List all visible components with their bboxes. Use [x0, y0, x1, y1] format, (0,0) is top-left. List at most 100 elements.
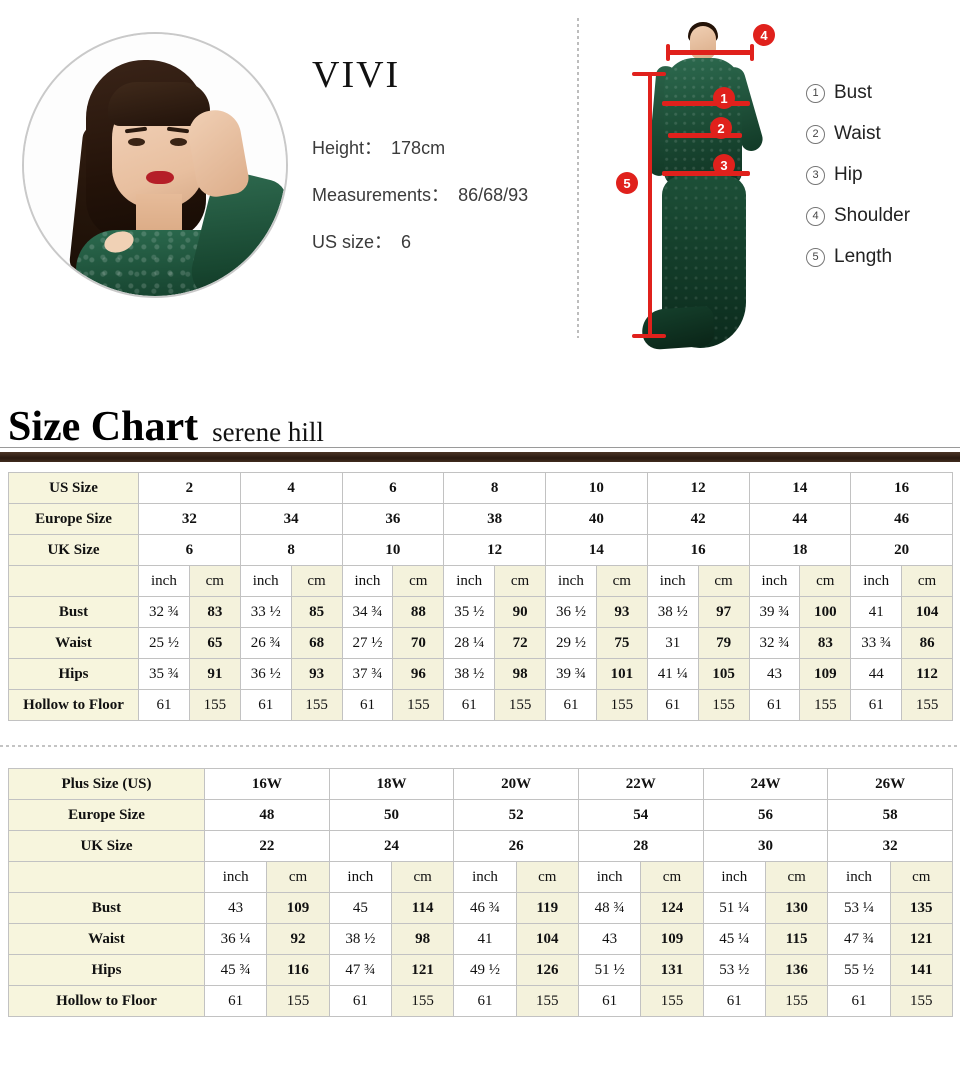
cell-hips-cm-4: 136	[764, 954, 829, 986]
cell-uk-size-6: 18	[748, 534, 852, 566]
cell-waist-inch-6: 32 ¾	[748, 627, 801, 659]
cell-hollow-to-floor-cm-6: 155	[799, 689, 852, 721]
row-label-europe-size: Europe Size	[8, 503, 139, 535]
table-row-hollow-to-floor: Hollow to Floor 61 155 61 155 61 155 61 155 61 155…	[8, 985, 953, 1017]
legend-label-waist: Waist	[834, 123, 881, 144]
page-title: Size Chart	[8, 404, 199, 450]
cell-unit-cm-4: cm	[595, 565, 648, 597]
lips-shape	[146, 171, 174, 184]
cell-hollow-to-floor-inch-1: 61	[328, 985, 392, 1017]
table-row-waist: Waist 36 ¼ 92 38 ½ 98 41 104 43 109 45 ¼ 115 47 ¾ 12…	[8, 923, 953, 955]
cell-waist-cm-0: 92	[266, 923, 330, 955]
cell-hips-cm-1: 93	[290, 658, 343, 690]
cell-uk-size-2: 26	[453, 830, 579, 862]
cell-hollow-to-floor-inch-0: 61	[203, 985, 268, 1017]
model-measurements-row: Measurements： 86/68/93	[312, 181, 562, 207]
cell-bust-cm-2: 88	[392, 596, 445, 628]
cell-waist-cm-2: 70	[392, 627, 445, 659]
vertical-dotted-divider	[577, 18, 579, 338]
cell-uk-size-1: 8	[239, 534, 343, 566]
cell-unit-cm-2: cm	[515, 861, 579, 893]
cell-hips-inch-5: 55 ½	[827, 954, 891, 986]
standard-size-table-wrap: US Size 2 4 6 8 10 12 14 16 Europe Size 32 34 36 38 40…	[8, 472, 953, 721]
cell-hollow-to-floor-cm-0: 155	[188, 689, 241, 721]
row-label-uk-size: UK Size	[8, 534, 139, 566]
cell-unit-inch-2: inch	[341, 565, 394, 597]
hip-measure-line	[662, 171, 750, 176]
cell-waist-cm-6: 83	[799, 627, 852, 659]
cell-waist-cm-1: 68	[290, 627, 343, 659]
cell-unit-cm-1: cm	[390, 861, 455, 893]
cell-uk-size-0: 6	[138, 534, 241, 566]
legend-number-3: 3	[806, 165, 825, 185]
table-row-units: inch cm inch cm inch cm inch cm inch cm inch cm	[8, 861, 953, 893]
cell-unit-cm-5: cm	[889, 861, 953, 893]
legend-item-shoulder: 4 Shoulder	[806, 205, 910, 227]
cell-hips-inch-3: 51 ½	[577, 954, 642, 986]
row-label-europe-size: Europe Size	[8, 799, 205, 831]
cell-hips-cm-0: 116	[266, 954, 330, 986]
length-cap-bottom	[632, 334, 666, 338]
row-label-us-size: US Size	[8, 472, 139, 504]
cell-hollow-to-floor-inch-3: 61	[577, 985, 642, 1017]
badge-1-bust: 1	[713, 87, 735, 109]
cell-bust-inch-4: 51 ¼	[702, 892, 766, 924]
cell-europe-size-0: 32	[138, 503, 241, 535]
model-height-value: 178cm	[391, 138, 446, 158]
cell-bust-inch-5: 38 ½	[646, 596, 699, 628]
cell-europe-size-3: 38	[443, 503, 546, 535]
plus-size-table: Plus Size (US) 16W 18W 20W 22W 24W 26W Europe S…	[8, 768, 953, 1017]
cell-hollow-to-floor-inch-4: 61	[702, 985, 766, 1017]
cell-europe-size-7: 46	[850, 503, 953, 535]
badge-4-shoulder: 4	[753, 24, 775, 46]
table-row-uk-size: UK Size 6 8 10 12 14 16 18 20	[8, 534, 953, 566]
cell-waist-inch-4: 29 ½	[545, 627, 597, 659]
cell-unit-inch-1: inch	[328, 861, 392, 893]
cell-bust-inch-7: 41	[850, 596, 903, 628]
table-row-waist: Waist 25 ½ 65 26 ¾ 68 27 ½ 70 28 ¼ 72 29 ½ 75 31 79 3…	[8, 627, 953, 659]
legend-item-waist: 2 Waist	[806, 123, 910, 145]
cell-hips-cm-3: 98	[494, 658, 546, 690]
legend-number-1: 1	[806, 83, 825, 103]
cell-uk-size-0: 22	[204, 830, 330, 862]
cell-waist-inch-7: 33 ¾	[850, 627, 903, 659]
legend-item-hip: 3 Hip	[806, 164, 910, 186]
model-portrait	[24, 34, 286, 296]
table-row-hips: Hips 45 ¾ 116 47 ¾ 121 49 ½ 126 51 ½ 131 53 ½ 136 5…	[8, 954, 953, 986]
cell-unit-cm-7: cm	[901, 565, 953, 597]
cell-bust-inch-0: 43	[203, 892, 268, 924]
cell-waist-cm-4: 75	[595, 627, 648, 659]
legend-label-length: Length	[834, 246, 893, 267]
cell-unit-inch-4: inch	[545, 565, 597, 597]
legend-label-hip: Hip	[834, 164, 863, 185]
cell-us-size-0: 2	[138, 472, 241, 504]
badge-3-hip: 3	[713, 154, 735, 176]
cell-hollow-to-floor-cm-4: 155	[595, 689, 648, 721]
cell-hips-cm-3: 131	[640, 954, 704, 986]
measurement-diagram: 4 1 2 3 5	[600, 4, 800, 354]
cell-hollow-to-floor-cm-5: 155	[889, 985, 953, 1017]
cell-europe-size-4: 40	[545, 503, 648, 535]
model-info-block: VIVI Height： 178cm Measurements： 86/68/93 …	[312, 56, 562, 275]
row-label-uk-size: UK Size	[8, 830, 205, 862]
row-label-waist: Waist	[8, 923, 205, 955]
cell-hollow-to-floor-cm-1: 155	[390, 985, 455, 1017]
cell-hips-cm-6: 109	[799, 658, 852, 690]
cell-hollow-to-floor-inch-3: 61	[443, 689, 496, 721]
cell-hollow-to-floor-inch-1: 61	[239, 689, 292, 721]
cell-bust-cm-6: 100	[799, 596, 852, 628]
cell-bust-inch-2: 46 ¾	[453, 892, 517, 924]
cell-hollow-to-floor-cm-3: 155	[494, 689, 546, 721]
cell-us-size-3: 8	[443, 472, 546, 504]
cell-waist-inch-1: 26 ¾	[239, 627, 292, 659]
cell-hollow-to-floor-inch-4: 61	[545, 689, 597, 721]
cell-unit-inch-1: inch	[239, 565, 292, 597]
cell-hips-cm-1: 121	[390, 954, 455, 986]
cell-unit-cm-6: cm	[799, 565, 852, 597]
cell-uk-size-7: 20	[850, 534, 953, 566]
cell-bust-inch-6: 39 ¾	[748, 596, 801, 628]
cell-bust-cm-4: 130	[764, 892, 829, 924]
cell-hollow-to-floor-cm-7: 155	[901, 689, 953, 721]
cell-unit-inch-4: inch	[702, 861, 766, 893]
